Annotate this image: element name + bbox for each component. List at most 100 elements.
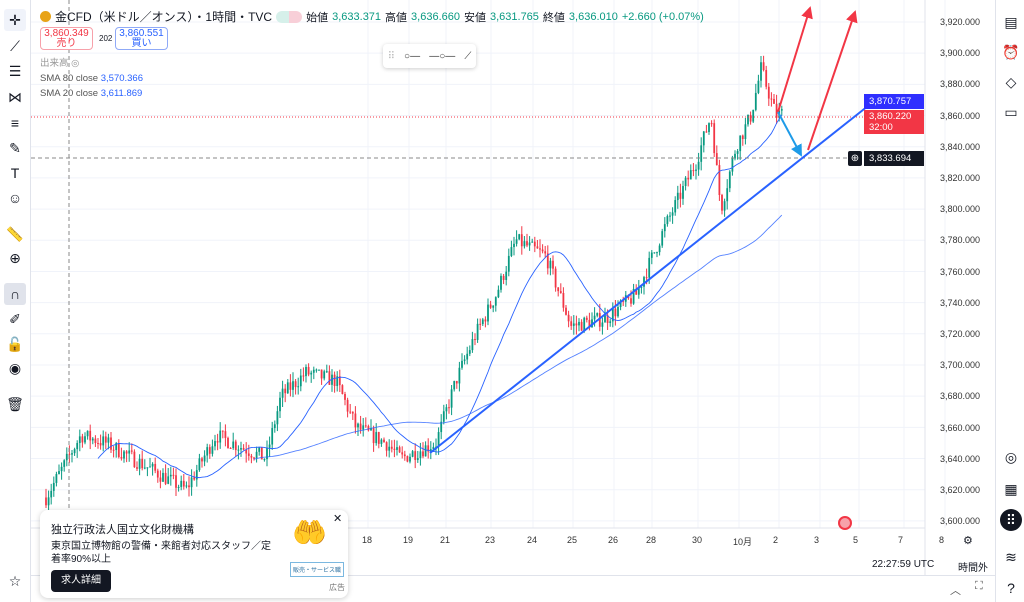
candle-body	[671, 212, 674, 216]
indicator-sma80[interactable]: SMA 80 close 3,570.366	[40, 73, 143, 84]
add-alert-icon[interactable]: ⊕	[848, 151, 862, 166]
candle-body	[520, 234, 523, 247]
brush-icon[interactable]: ✎	[9, 139, 21, 156]
candle-body	[765, 70, 768, 87]
candle-body	[570, 321, 573, 326]
broadcast-icon[interactable]: ≋	[1005, 548, 1017, 565]
candle-body	[151, 463, 154, 467]
session-status[interactable]: 時間外	[958, 563, 988, 574]
candle-body	[653, 252, 656, 254]
candle-body	[359, 423, 362, 430]
sma-price-label: 3,870.757	[864, 94, 924, 109]
ad-panel[interactable]: 独立行政法人国立文化財機構 東京国立博物館の警備・来館者対応スタッフ／定着率90…	[40, 510, 348, 598]
settings-icon[interactable]: ⚙	[963, 535, 973, 547]
layers-icon[interactable]: ◇	[1005, 73, 1017, 90]
candle-body	[58, 471, 60, 475]
trend-line-icon[interactable]: ⟋	[10, 37, 20, 54]
red-arrow	[807, 10, 858, 151]
candle-body	[710, 123, 713, 125]
candle-body	[604, 315, 606, 323]
close-ad-icon[interactable]: ✕	[333, 513, 343, 525]
candle-body	[684, 177, 687, 187]
candle-body	[403, 454, 406, 457]
emoji-icon[interactable]: ☺	[7, 190, 23, 206]
time-tick: 3	[814, 535, 820, 545]
maximize-icon[interactable]: ⛶	[975, 580, 983, 592]
sell-button[interactable]: 3,860.349 売り	[40, 27, 93, 50]
crosshair-icon[interactable]: ✛	[4, 9, 26, 31]
symbol-title[interactable]: 金CFD（米ドル／オンス）・1時間・TVC	[55, 10, 273, 24]
lock-icon[interactable]: 🔓	[6, 335, 24, 352]
forecast-icon[interactable]: ≡	[10, 115, 20, 131]
price-chart[interactable]	[31, 0, 995, 602]
crosshair-price-label: 3,833.694	[864, 151, 924, 166]
candle-body	[260, 447, 263, 460]
candle-body	[682, 186, 684, 199]
lock-drawing-icon[interactable]: ✐	[9, 310, 21, 327]
price-tick: 3,660.000	[940, 422, 981, 433]
candle-body	[466, 353, 469, 360]
watchlist-icon[interactable]: ▤	[1004, 13, 1018, 30]
price-tick: 3,620.000	[940, 485, 981, 495]
calendar-icon[interactable]: ▦	[1004, 480, 1018, 497]
candle-body	[463, 359, 466, 361]
candle-body	[299, 375, 302, 387]
candle-body	[141, 458, 144, 469]
candle-body	[367, 426, 370, 431]
ad-badge: 販売・サービス職	[290, 562, 345, 577]
eye-off-icon[interactable]: ◎	[71, 58, 80, 69]
apps-icon[interactable]: ⠿	[1000, 509, 1022, 531]
compass-icon[interactable]: ◎	[1004, 448, 1018, 465]
candle-body	[427, 445, 430, 452]
price-tick: 3,800.000	[940, 204, 981, 215]
candle-body	[133, 451, 136, 468]
candle-body	[580, 321, 583, 331]
candle-body	[760, 62, 762, 81]
candle-body	[650, 252, 653, 258]
zoom-icon[interactable]: ⊕	[9, 249, 21, 266]
chat-icon[interactable]: ▭	[1004, 103, 1018, 120]
candle-body	[214, 441, 216, 447]
trash-icon[interactable]: 🗑	[6, 395, 24, 412]
help-icon[interactable]: ?	[1007, 580, 1015, 596]
eye-icon[interactable]: ◉	[8, 359, 22, 376]
ad-details-button[interactable]: 求人詳細	[51, 570, 111, 592]
candle-body	[747, 114, 749, 125]
candle-body	[143, 467, 146, 469]
candle-body	[565, 307, 567, 315]
us-event-icon[interactable]	[838, 516, 852, 530]
line-mid-icon[interactable]: —○—	[429, 50, 456, 62]
candle-body	[721, 195, 723, 211]
candle-body	[146, 467, 149, 469]
indicator-sma20[interactable]: SMA 20 close 3,611.869	[40, 88, 143, 99]
candle-body	[388, 446, 391, 451]
collapse-icon[interactable]: ︿	[950, 585, 961, 597]
price-tick: 3,720.000	[940, 329, 981, 339]
chart-area[interactable]	[31, 0, 995, 602]
magnet-icon[interactable]: ∩	[4, 283, 26, 305]
candle-body	[315, 369, 318, 371]
candle-body	[442, 411, 445, 422]
buy-button[interactable]: 3,860.551 買い	[115, 27, 168, 50]
ruler-icon[interactable]: 📏	[6, 225, 24, 242]
candle-body	[344, 394, 346, 400]
drag-handle-icon[interactable]: ⠿	[387, 50, 395, 62]
volume-label[interactable]: 出来高 ◎	[40, 58, 80, 69]
candle-body	[229, 447, 232, 449]
candle-body	[289, 382, 292, 390]
star-icon[interactable]: ☆	[8, 572, 22, 589]
line-start-icon[interactable]: ○—	[404, 50, 421, 62]
text-icon[interactable]: T	[10, 165, 20, 181]
candle-body	[333, 374, 336, 387]
candle-body	[455, 381, 458, 384]
candle-body	[575, 323, 578, 326]
candle-body	[689, 170, 692, 180]
candle-body	[726, 188, 729, 202]
candle-body	[375, 432, 378, 444]
line-angle-icon[interactable]: ⟋	[464, 50, 472, 62]
fib-icon[interactable]: ☰	[8, 62, 22, 79]
high-label: 高値	[385, 11, 408, 24]
candle-body	[505, 271, 508, 280]
alarm-icon[interactable]: ⏰	[1002, 43, 1020, 60]
pattern-icon[interactable]: ⋈	[8, 88, 22, 105]
